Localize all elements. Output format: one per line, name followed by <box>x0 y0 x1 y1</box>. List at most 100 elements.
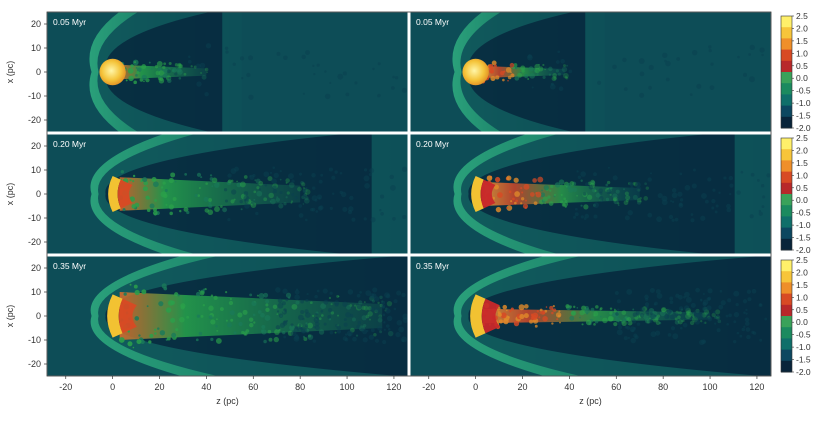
colorbar-row-2: 2.5 2.0 1.5 1.0 0.5 0.0 -0.5 -1.0 -1.5 -2.0 <box>780 255 811 377</box>
colorbar-swatch <box>781 38 792 51</box>
panel-time-label: 0.05 Myr <box>53 17 86 27</box>
x-tick-label: 80 <box>658 382 668 392</box>
colorbar-tick-label: -1.5 <box>796 355 811 365</box>
colorbar-tick-label: -1.0 <box>796 220 811 230</box>
colorbar-tick-label: 2.0 <box>796 267 808 277</box>
simulation-panel-r2-c0: 0.35 Myr <box>46 255 409 377</box>
colorbar: 2.52.01.51.00.50.0-0.5-1.0-1.5-2.02.52.0… <box>780 11 811 377</box>
colorbar-tick-label: 0.0 <box>796 317 808 327</box>
x-tick-label: 20 <box>518 382 528 392</box>
colorbar-swatch <box>781 304 792 317</box>
y-tick-label: 0 <box>36 311 41 321</box>
panel-time-label: 0.35 Myr <box>416 261 449 271</box>
simulation-panel-r2-c1: 0.35 Myr <box>409 255 772 377</box>
panel-time-label: 0.05 Myr <box>416 17 449 27</box>
x-tick-label: 20 <box>155 382 165 392</box>
panel-time-label: 0.35 Myr <box>53 261 86 271</box>
colorbar-swatch <box>781 327 792 339</box>
colorbar-swatch <box>781 105 792 118</box>
y-tick-label: 20 <box>31 19 41 29</box>
colorbar-swatch <box>781 216 792 229</box>
colorbar-swatch <box>781 94 792 107</box>
colorbar-tick-label: -1.0 <box>796 98 811 108</box>
colorbar-swatch <box>781 72 792 84</box>
colorbar-tick-label: 2.5 <box>796 255 808 265</box>
colorbar-row-0: 2.5 2.0 1.5 1.0 0.5 0.0 -0.5 -1.0 -1.5 -2.0 <box>780 11 811 133</box>
x-tick-label: 120 <box>386 382 401 392</box>
colorbar-tick-label: 0.5 <box>796 183 808 193</box>
colorbar-tick-label: 1.0 <box>796 292 808 302</box>
colorbar-swatch <box>781 182 792 195</box>
colorbar-tick-label: -1.0 <box>796 342 811 352</box>
colorbar-tick-label: 1.0 <box>796 48 808 58</box>
mixing-tail <box>119 177 301 211</box>
colorbar-swatch <box>781 360 792 373</box>
shock-front <box>107 294 123 338</box>
y-tick-label: 0 <box>36 189 41 199</box>
colorbar-tick-label: 1.0 <box>796 170 808 180</box>
simulation-panel-r0-c1: 0.05 Myr <box>409 11 772 133</box>
colorbar-tick-label: 2.5 <box>796 133 808 143</box>
colorbar-swatch <box>781 16 792 28</box>
x-axis-label: z (pc) <box>216 396 239 406</box>
colorbar-tick-label: 1.5 <box>796 280 808 290</box>
x-tick-label: 0 <box>473 382 478 392</box>
y-tick-label: -10 <box>28 91 41 101</box>
x-tick-label: 100 <box>703 382 718 392</box>
colorbar-tick-label: -0.5 <box>796 208 811 218</box>
colorbar-swatch <box>781 293 792 306</box>
colorbar-swatch <box>781 260 792 272</box>
colorbar-swatch <box>781 349 792 362</box>
x-tick-label: -20 <box>422 382 435 392</box>
shock-front <box>108 176 121 212</box>
colorbar-tick-label: 2.0 <box>796 145 808 155</box>
x-tick-label: 40 <box>564 382 574 392</box>
colorbar-swatch <box>781 316 792 328</box>
colorbar-swatch <box>781 205 792 217</box>
y-tick-label: 20 <box>31 263 41 273</box>
y-tick-label: 0 <box>36 67 41 77</box>
colorbar-swatch <box>781 171 792 184</box>
panel-grid: 0.05 Myr 0.05 Myr 0.20 Myr 0.20 Myr 0.35 Myr… <box>46 11 772 377</box>
colorbar-tick-label: -0.5 <box>796 330 811 340</box>
colorbar-swatch <box>781 149 792 161</box>
colorbar-row-1: 2.5 2.0 1.5 1.0 0.5 0.0 -0.5 -1.0 -1.5 -2.0 <box>780 133 811 255</box>
x-tick-label: 60 <box>611 382 621 392</box>
x-tick-label: 100 <box>340 382 355 392</box>
colorbar-swatch <box>781 49 792 62</box>
y-axis-label: x (pc) <box>5 183 15 206</box>
x-tick-label: -20 <box>59 382 72 392</box>
y-tick-label: 10 <box>31 287 41 297</box>
colorbar-tick-label: -2.0 <box>796 245 811 255</box>
y-tick-label: 20 <box>31 141 41 151</box>
colorbar-swatch <box>781 238 792 251</box>
panel-time-label: 0.20 Myr <box>53 139 86 149</box>
y-tick-label: -10 <box>28 213 41 223</box>
panel-time-label: 0.20 Myr <box>416 139 449 149</box>
colorbar-swatch <box>781 60 792 73</box>
colorbar-tick-label: 2.0 <box>796 23 808 33</box>
simulation-panel-r1-c0: 0.20 Myr <box>46 133 409 255</box>
colorbar-tick-label: 0.0 <box>796 195 808 205</box>
colorbar-tick-label: -2.0 <box>796 367 811 377</box>
y-tick-label: -10 <box>28 335 41 345</box>
simulation-panel-r1-c1: 0.20 Myr <box>409 133 772 255</box>
colorbar-swatch <box>781 282 792 295</box>
colorbar-swatch <box>781 227 792 240</box>
x-tick-label: 0 <box>110 382 115 392</box>
star-core <box>462 58 489 86</box>
colorbar-swatch <box>781 338 792 351</box>
colorbar-tick-label: -0.5 <box>796 86 811 96</box>
shock-front <box>470 294 486 338</box>
y-tick-label: -20 <box>28 237 41 247</box>
x-tick-label: 80 <box>295 382 305 392</box>
x-axis-label: z (pc) <box>579 396 602 406</box>
colorbar-swatch <box>781 83 792 95</box>
colorbar-tick-label: -2.0 <box>796 123 811 133</box>
colorbar-swatch <box>781 116 792 129</box>
x-tick-label: 120 <box>749 382 764 392</box>
star-core <box>99 58 126 86</box>
colorbar-swatch <box>781 194 792 206</box>
